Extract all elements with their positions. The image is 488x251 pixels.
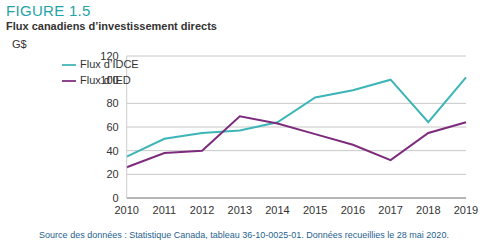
svg-text:20: 20: [106, 168, 118, 180]
svg-text:2015: 2015: [303, 204, 327, 216]
svg-text:2016: 2016: [341, 204, 365, 216]
svg-text:80: 80: [106, 97, 118, 109]
svg-text:2018: 2018: [416, 204, 440, 216]
svg-text:2011: 2011: [153, 204, 177, 216]
svg-text:2017: 2017: [378, 204, 402, 216]
svg-text:2012: 2012: [190, 204, 214, 216]
svg-text:2014: 2014: [265, 204, 289, 216]
svg-text:2010: 2010: [114, 204, 138, 216]
svg-text:60: 60: [106, 121, 118, 133]
svg-text:0: 0: [113, 192, 119, 204]
svg-text:40: 40: [106, 145, 118, 157]
svg-text:120: 120: [100, 50, 118, 62]
svg-text:100: 100: [100, 74, 118, 86]
svg-text:2013: 2013: [228, 204, 252, 216]
svg-text:2019: 2019: [454, 204, 478, 216]
